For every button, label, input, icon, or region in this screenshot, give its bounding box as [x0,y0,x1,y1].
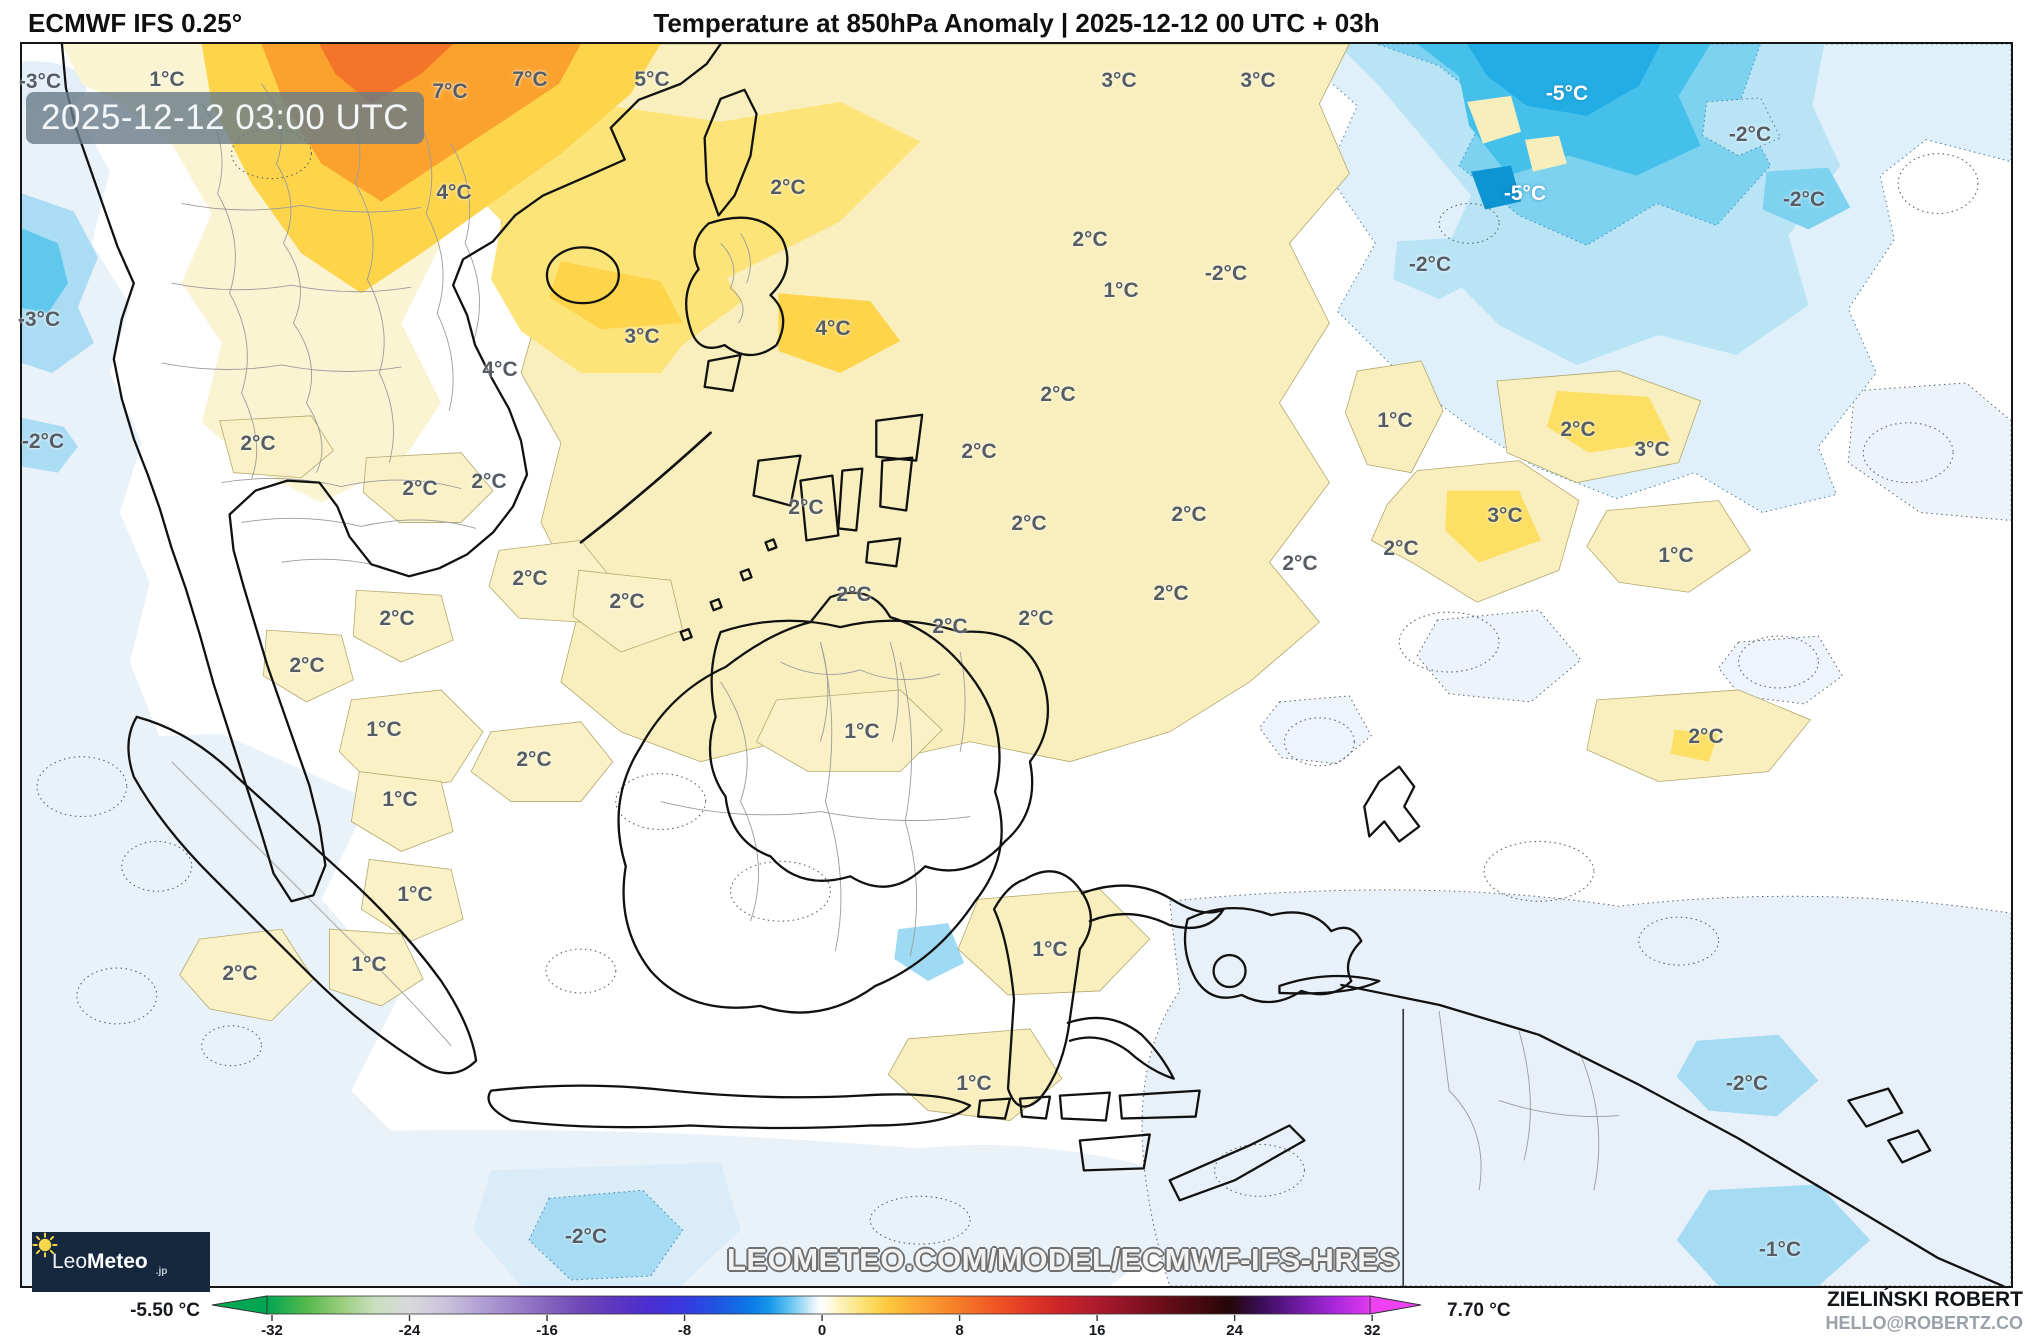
temp-label: 5°C [634,68,670,91]
temp-label: 2°C [932,615,968,638]
temp-label: 4°C [815,317,851,340]
temp-label: -5°C [1545,82,1589,105]
svg-text:24: 24 [1226,1322,1243,1338]
svg-text:32: 32 [1364,1322,1381,1338]
temp-label: 7°C [512,68,548,91]
temp-label: 2°C [1153,582,1189,605]
colorbar: -32 -24 -16 -8 0 8 16 24 32 [211,1295,1422,1338]
temp-label: 1°C [397,883,433,906]
credit-contact: HELLO@ROBERTZ.CO [1825,1313,2023,1333]
temp-label: 2°C [289,654,325,677]
svg-text:0: 0 [818,1322,826,1338]
colorbar-min-label: -5.50 °C [130,1300,200,1321]
temp-label: 1°C [1658,544,1694,567]
temperature-labels: -3°C 1°C 7°C 7°C 5°C 3°C 3°C -5°C -2°C -5°C -2°C -2… [18,44,2011,1286]
colorbar-ticks: -32 -24 -16 -8 0 8 16 24 32 [261,1315,1381,1338]
temp-label: 2°C [1011,512,1047,535]
logo-tld: .jp [155,1266,168,1277]
temp-label: 2°C [1072,228,1108,251]
temp-label: -2°C [1408,253,1452,276]
temp-label: 2°C [512,567,548,590]
temp-label: -5°C [1503,182,1547,205]
colorbar-left-arrow [211,1295,268,1315]
temp-label: -2°C [21,430,65,453]
logo-text: LeoMeteo [52,1250,148,1274]
temp-label: 3°C [624,325,660,348]
temp-label: 7°C [432,80,468,103]
temp-label: 2°C [770,176,806,199]
temp-label: 2°C [402,477,438,500]
model-label: ECMWF IFS 0.25° [28,8,243,38]
temp-label: 2°C [471,470,507,493]
temp-label: -2°C [1728,123,1772,146]
watermark-text: LEOMETEO.COM/MODEL/ECMWF-IFS-HRES [727,1242,1400,1277]
temp-label: 4°C [436,181,472,204]
svg-text:-16: -16 [536,1322,558,1338]
temp-label: 2°C [609,590,645,613]
temp-label: -2°C [564,1225,608,1248]
temp-label: 2°C [1383,537,1419,560]
temp-label: 1°C [149,68,185,91]
temp-label: -1°C [1758,1238,1802,1261]
temp-label: 2°C [379,607,415,630]
temp-label: 3°C [1487,504,1523,527]
temp-label: 3°C [1101,69,1137,92]
temp-label: 1°C [956,1072,992,1095]
temp-label: 2°C [961,440,997,463]
temp-label: 1°C [1103,279,1139,302]
temp-label: 2°C [1282,552,1318,575]
temp-label: 2°C [516,748,552,771]
temp-label: 2°C [1171,503,1207,526]
temp-label: -2°C [1782,188,1826,211]
temp-label: 2°C [1560,418,1596,441]
weather-map: -3°C 1°C 7°C 7°C 5°C 3°C 3°C -5°C -2°C -5°C -2°C -2… [18,42,2013,1292]
credit-author: ZIELIŃSKI ROBERT [1826,1288,2023,1311]
svg-text:8: 8 [955,1322,963,1338]
temp-label: -3°C [18,70,62,93]
temp-label: 2°C [222,962,258,985]
leometeo-logo: LeoMeteo .jp [32,1232,210,1292]
anomaly-regions [22,44,2011,1286]
temp-label: 2°C [1018,607,1054,630]
logo-text-light: Leo [52,1250,88,1273]
temp-label: 1°C [366,718,402,741]
admin-boundaries [161,83,1619,1191]
temp-label: -3°C [17,308,61,331]
svg-text:-8: -8 [678,1322,691,1338]
temp-label: 2°C [1688,725,1724,748]
colorbar-right-arrow [1369,1295,1422,1315]
temp-label: 1°C [1032,938,1068,961]
temp-label: 3°C [1634,438,1670,461]
temp-label: -2°C [1204,262,1248,285]
temp-label: 1°C [382,788,418,811]
temp-label: 4°C [482,358,518,381]
temp-label: 2°C [788,496,824,519]
timestamp-overlay: 2025-12-12 03:00 UTC [26,92,424,144]
temp-label: 1°C [1377,409,1413,432]
contour-dots [36,128,1979,1245]
svg-text:-24: -24 [399,1322,421,1338]
svg-text:-32: -32 [261,1322,283,1338]
temp-label: 2°C [1040,383,1076,406]
logo-text-bold: Meteo [87,1250,148,1273]
coastlines [60,44,2005,1286]
temp-label: 2°C [836,583,872,606]
temp-label: -2°C [1725,1072,1769,1095]
temp-label: 3°C [1240,69,1276,92]
map-canvas [22,44,2011,1286]
temp-label: 1°C [844,720,880,743]
page-title: Temperature at 850hPa Anomaly | 2025-12-… [653,8,1380,38]
colorbar-max-label: 7.70 °C [1447,1300,1511,1321]
temp-label: 1°C [351,953,387,976]
svg-text:16: 16 [1089,1322,1106,1338]
temp-label: 2°C [240,432,276,455]
